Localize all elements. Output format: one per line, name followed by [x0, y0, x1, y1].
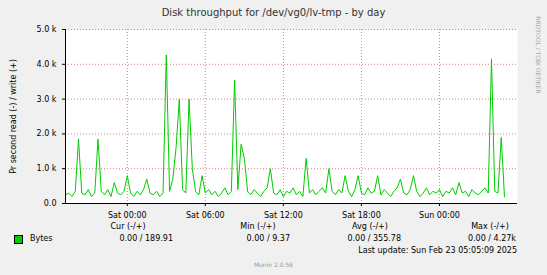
svg-text:2.0 k: 2.0 k	[37, 129, 57, 138]
html-text:0.00 / 9.37: 0.00 / 9.37	[246, 234, 290, 243]
html-text:Munin 2.0.56: Munin 2.0.56	[253, 261, 294, 268]
html-text:0.00 / 355.78: 0.00 / 355.78	[347, 234, 401, 243]
html-text:Last update: Sun Feb 23 05:05:: Last update: Sun Feb 23 05:05:09 2025	[358, 246, 517, 255]
html-text:Bytes: Bytes	[30, 234, 53, 243]
svg-text:Sat 18:00: Sat 18:00	[342, 211, 381, 220]
html-text:Min (-/+): Min (-/+)	[240, 222, 276, 231]
svg-text:3.0 k: 3.0 k	[37, 95, 57, 104]
html-text:RRDTOOL / TOBI OETIKER: RRDTOOL / TOBI OETIKER	[535, 16, 542, 94]
svg-text:5.0 k: 5.0 k	[37, 25, 57, 34]
html-text:Max (-/+): Max (-/+)	[471, 222, 509, 231]
svg-text:Sun 00:00: Sun 00:00	[419, 211, 460, 220]
svg-text:4.0 k: 4.0 k	[37, 60, 57, 69]
svg-text:Sat 06:00: Sat 06:00	[186, 211, 225, 220]
svg-text:Sat 00:00: Sat 00:00	[108, 211, 147, 220]
html-text:Cur (-/+): Cur (-/+)	[110, 222, 146, 231]
svg-text:1.0 k: 1.0 k	[37, 164, 57, 173]
svg-text:Sat 12:00: Sat 12:00	[264, 211, 303, 220]
html-text:0.00 / 189.91: 0.00 / 189.91	[119, 234, 173, 243]
html-text:Avg (-/+): Avg (-/+)	[352, 222, 388, 231]
svg-text:Pr second read (-) / write (+): Pr second read (-) / write (+)	[9, 59, 18, 174]
html-text:Disk throughput for /dev/vg0/l: Disk throughput for /dev/vg0/lv-tmp - by…	[161, 7, 386, 18]
svg-text:0.0: 0.0	[44, 199, 57, 208]
html-text:0.00 / 4.27k: 0.00 / 4.27k	[468, 234, 516, 243]
